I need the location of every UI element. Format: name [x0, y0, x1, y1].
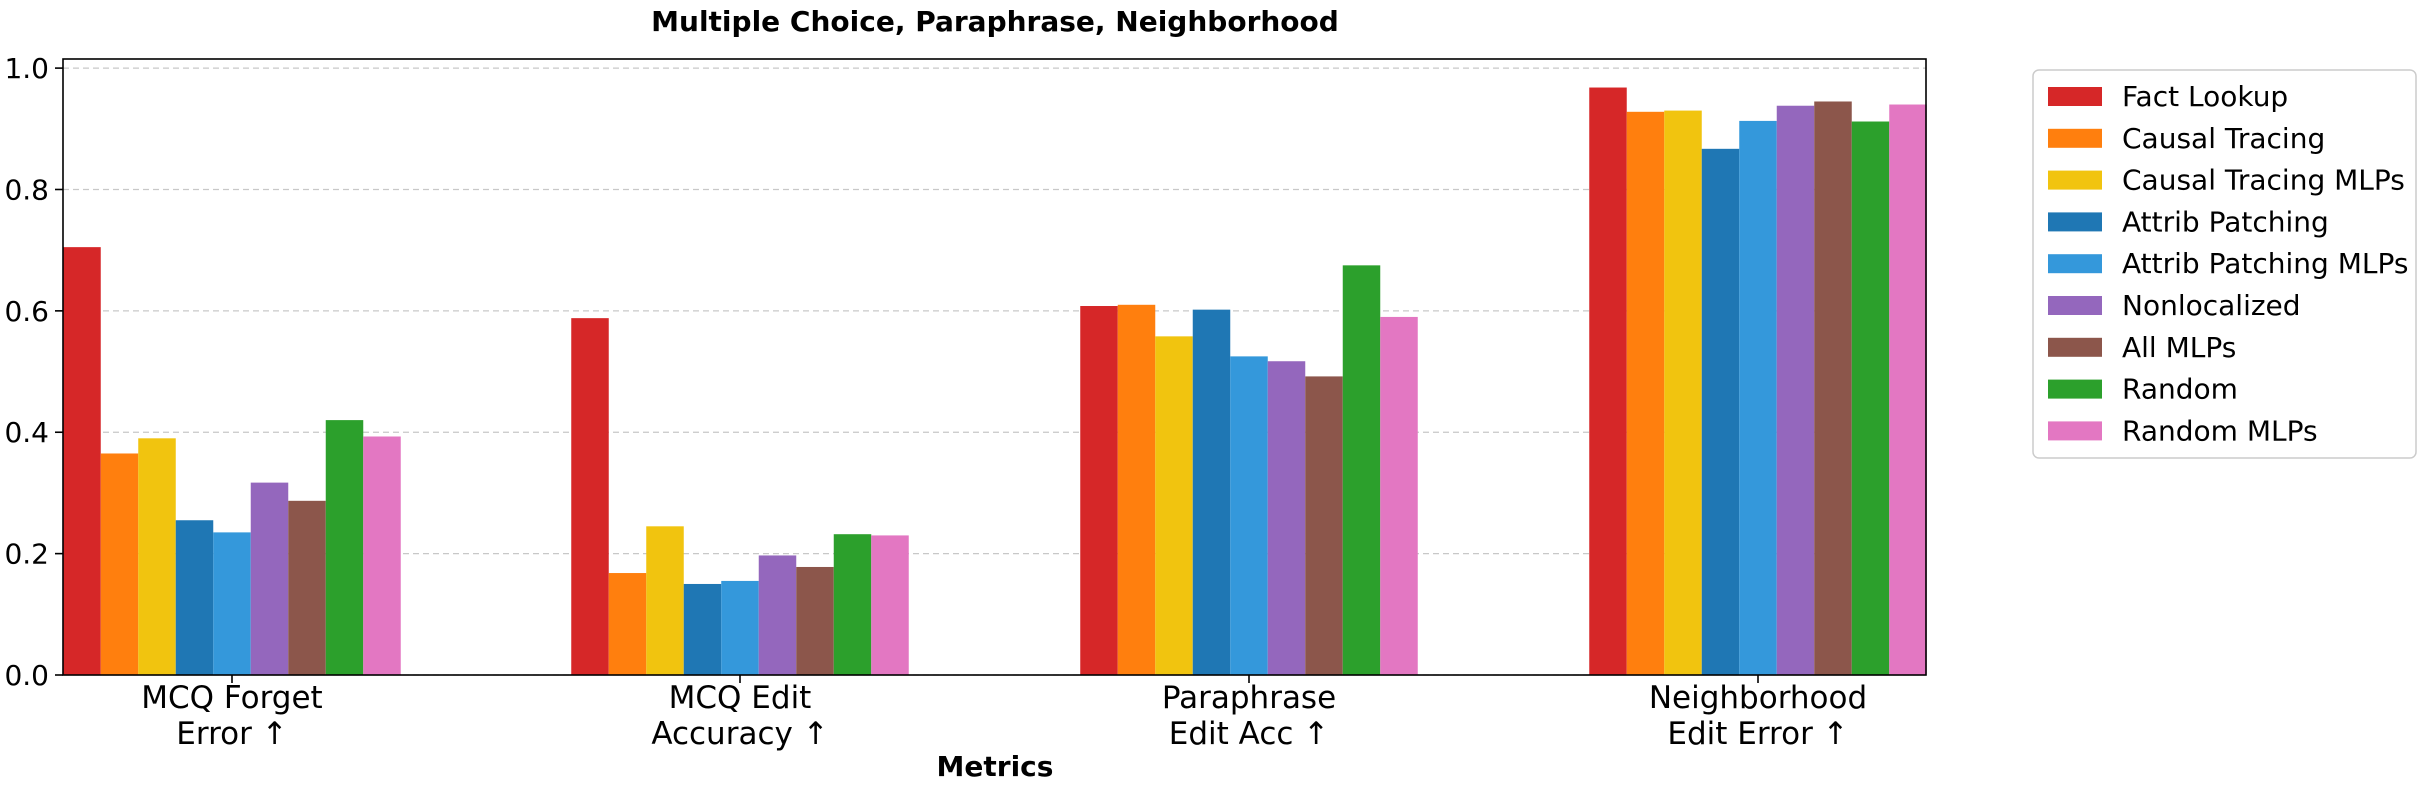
bar: [363, 436, 401, 675]
bar: [1342, 265, 1381, 675]
x-tick-label: Edit Error ↑: [1667, 716, 1848, 752]
bar: [1814, 101, 1852, 675]
bar: [250, 482, 289, 675]
bar: [721, 580, 759, 675]
bar: [138, 438, 176, 675]
y-tick-label: 0.2: [4, 538, 49, 571]
bar: [1701, 148, 1740, 676]
legend-label: Nonlocalized: [2122, 289, 2301, 322]
y-tick-label: 0.8: [4, 173, 49, 206]
legend-label: Random MLPs: [2122, 414, 2318, 447]
bar: [646, 526, 684, 675]
legend-swatch: [2048, 379, 2102, 399]
bar: [1589, 87, 1627, 675]
bar: [1230, 356, 1268, 675]
bar: [1267, 361, 1306, 675]
x-tick-label: MCQ Forget: [141, 680, 322, 716]
legend-frame: [2032, 69, 2417, 459]
bar: [871, 535, 909, 675]
bar: [325, 420, 364, 675]
legend-label: Causal Tracing: [2122, 122, 2325, 155]
bar: [175, 520, 214, 675]
legend-swatch: [2048, 87, 2102, 106]
legend: Fact Lookup Causal Tracing Causal Tracing …: [2032, 69, 2417, 459]
bar: [1739, 120, 1777, 676]
legend-label: Random: [2122, 373, 2238, 406]
y-tick-label: 0.6: [4, 295, 49, 328]
legend-label: All MLPs: [2122, 331, 2236, 364]
legend-swatch: [2048, 296, 2102, 315]
bar: [1117, 304, 1156, 675]
y-axis-ticks: 0.0 0.2 0.4 0.6 0.8 1.0: [4, 52, 63, 692]
bar: [796, 566, 834, 675]
bar: [100, 453, 139, 675]
bar: [1080, 306, 1118, 675]
bar: [608, 573, 647, 675]
x-tick-label: MCQ Edit: [669, 680, 812, 716]
x-tick-label: Accuracy ↑: [651, 716, 828, 752]
bar: [1851, 121, 1890, 675]
bar: [1889, 104, 1927, 676]
chart-title: Multiple Choice, Paraphrase, Neighborhoo…: [651, 5, 1339, 38]
x-tick-label: Neighborhood: [1649, 680, 1867, 716]
y-tick-label: 0.4: [4, 416, 49, 449]
legend-swatch: [2048, 337, 2102, 357]
bar: [1380, 316, 1418, 675]
x-tick-label: Error ↑: [176, 716, 287, 752]
bar: [571, 318, 609, 675]
bar: [1155, 336, 1193, 675]
legend-label: Fact Lookup: [2122, 80, 2288, 113]
x-tick-label: Edit Acc ↑: [1169, 716, 1329, 752]
legend-label: Causal Tracing MLPs: [2122, 164, 2405, 197]
bar: [1776, 105, 1815, 676]
bar: [288, 500, 326, 675]
y-tick-label: 0.0: [4, 659, 49, 692]
y-tick-label: 1.0: [4, 52, 49, 85]
bar: [63, 247, 101, 675]
x-axis-label: Metrics: [937, 750, 1054, 783]
x-tick-label: Paraphrase: [1162, 680, 1336, 716]
legend-swatch: [2048, 212, 2102, 232]
bar: [1626, 111, 1665, 676]
bars: [63, 87, 1927, 676]
bar: [833, 534, 872, 675]
bar: [213, 532, 251, 675]
legend-swatch: [2048, 128, 2102, 148]
bar: [1664, 110, 1702, 676]
bar: [1305, 376, 1343, 675]
bar: [758, 555, 797, 675]
bar: [1192, 309, 1231, 675]
bar: [683, 583, 722, 675]
legend-label: Attrib Patching MLPs: [2122, 247, 2408, 280]
legend-swatch: [2048, 254, 2102, 274]
legend-label: Attrib Patching: [2122, 205, 2329, 238]
legend-swatch: [2048, 421, 2102, 441]
legend-swatch: [2048, 170, 2102, 190]
plot-frame: [62, 58, 1927, 676]
